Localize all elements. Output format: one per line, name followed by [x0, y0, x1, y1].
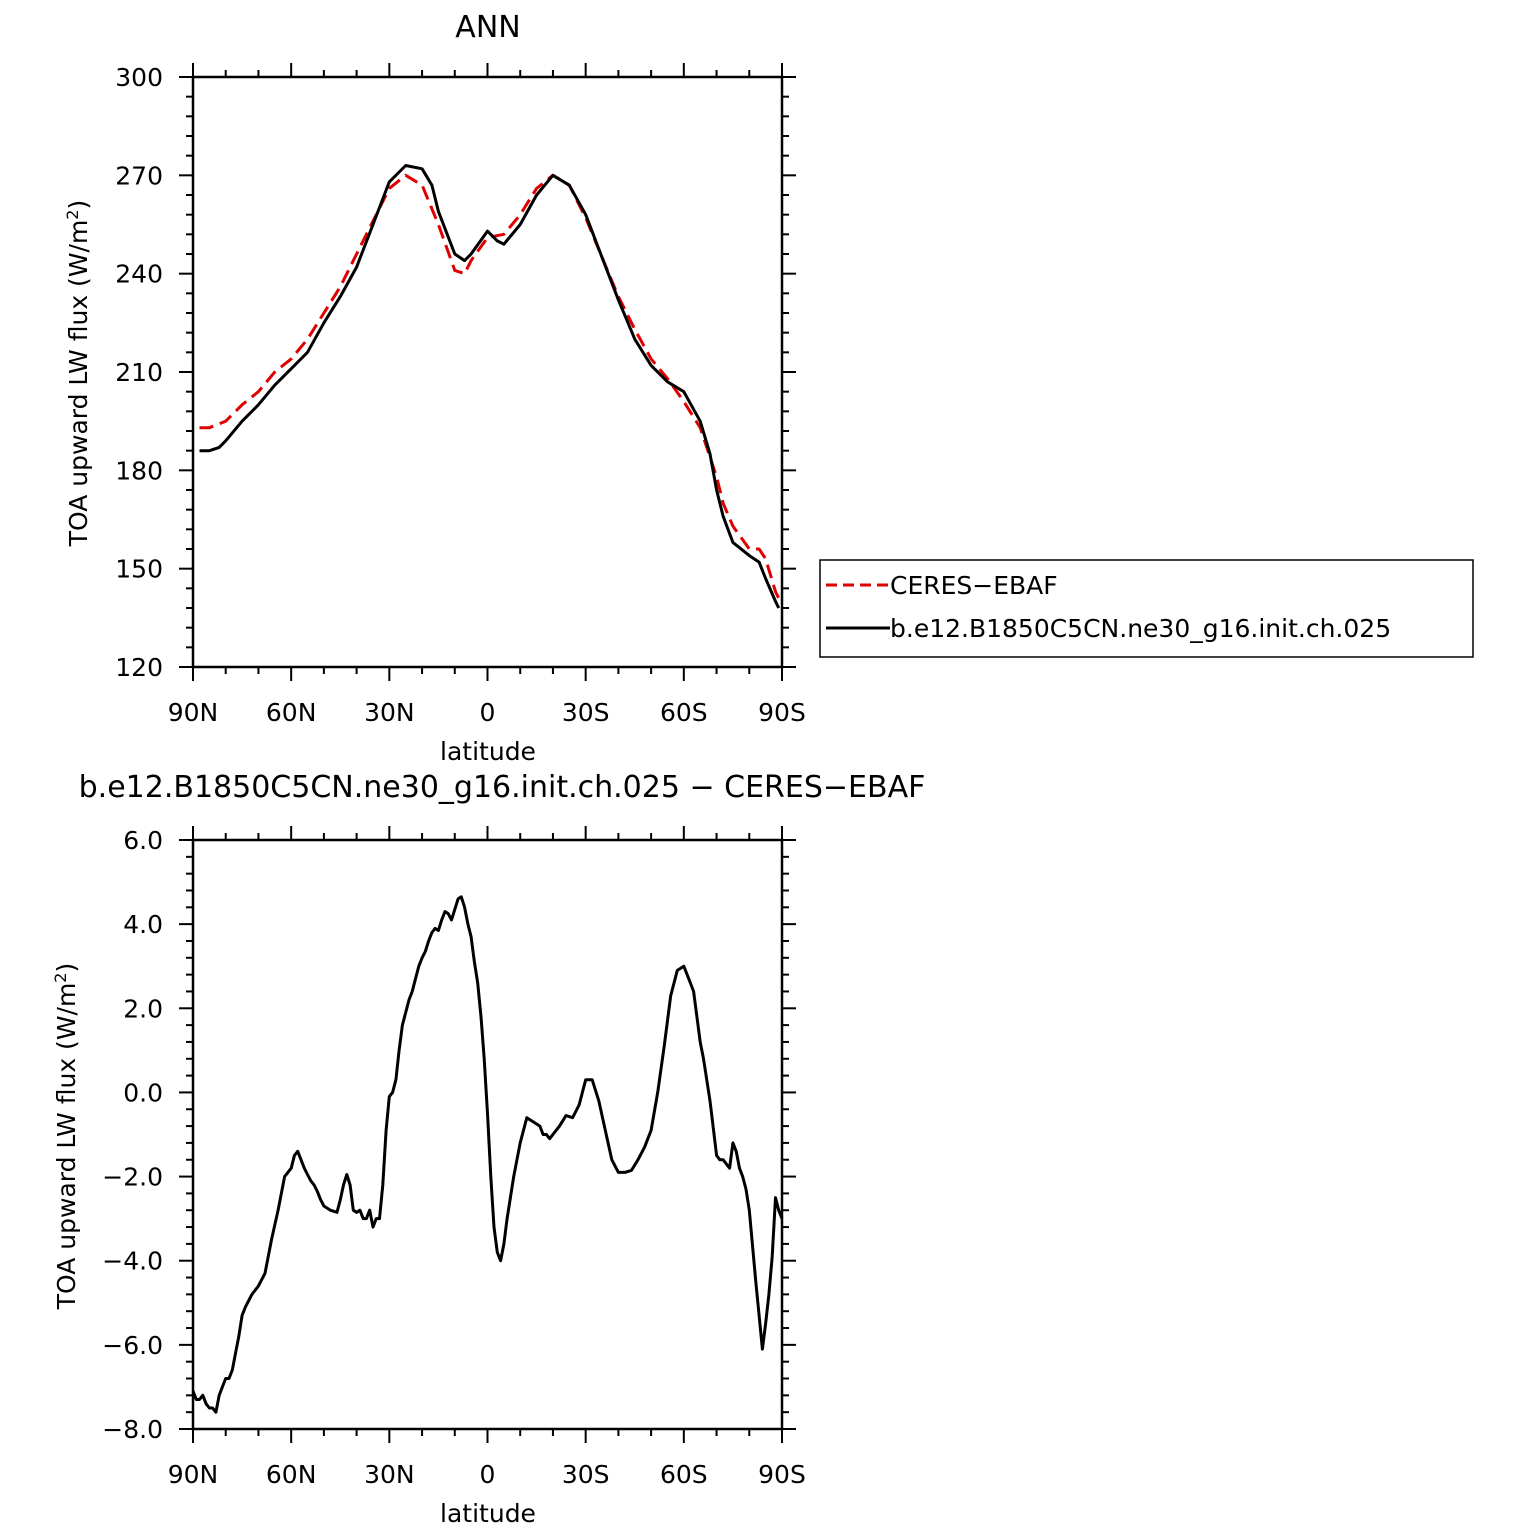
bottom-plot-area: 90N 60N 30N 0 30S 60S 90S −8.0 −6.0 −4.0 −2.0 0.0 2.…	[102, 826, 806, 1489]
p1-xtick-label: 0	[480, 1460, 496, 1489]
legend-label-ceres: CERES−EBAF	[890, 571, 1058, 600]
p1-xtick-label: 90N	[168, 1460, 219, 1489]
p0-xtick-label: 30S	[562, 698, 610, 727]
p1-ytick-label: 0.0	[123, 1078, 163, 1107]
p1-xtick-label: 60N	[266, 1460, 317, 1489]
top-plot-area: 90N 60N 30N 0 30S 60S 90S 120 150 180 210 240 270 300	[115, 63, 806, 727]
p0-ytick-label: 300	[115, 63, 163, 92]
p1-ytick-label: 4.0	[123, 910, 163, 939]
p1-xtick-label: 60S	[660, 1460, 708, 1489]
legend-label-model: b.e12.B1850C5CN.ne30_g16.init.ch.025	[890, 614, 1391, 643]
top-x-axis-label: latitude	[440, 737, 536, 766]
p0-xtick-label: 90S	[758, 698, 806, 727]
top-y-axis-label: TOA upward LW flux (W/m2)	[63, 200, 93, 548]
p0-xtick-label: 90N	[168, 698, 219, 727]
p0-ytick-label: 120	[115, 653, 163, 682]
p1-ytick-label: 6.0	[123, 826, 163, 855]
p1-ytick-label: −2.0	[102, 1163, 163, 1192]
bottom-chart-title: b.e12.B1850C5CN.ne30_g16.init.ch.025 − C…	[79, 770, 926, 805]
legend: CERES−EBAF b.e12.B1850C5CN.ne30_g16.init…	[819, 559, 1474, 658]
p0-xtick-label: 60S	[660, 698, 708, 727]
legend-box	[819, 559, 1474, 658]
p1-ytick-label: −6.0	[102, 1331, 163, 1360]
p1-xtick-label: 30N	[364, 1460, 415, 1489]
bottom-x-axis-label: latitude	[440, 1499, 536, 1528]
p0-xtick-label: 0	[480, 698, 496, 727]
p0-series-line-0	[199, 173, 781, 599]
p0-xtick-label: 30N	[364, 698, 415, 727]
p0-ytick-label: 180	[115, 456, 163, 485]
p1-xtick-label: 90S	[758, 1460, 806, 1489]
p0-ytick-label: 270	[115, 161, 163, 190]
top-chart-title: ANN	[455, 10, 520, 45]
p0-xtick-label: 60N	[266, 698, 317, 727]
p0-frame	[191, 75, 784, 669]
p1-ytick-label: −8.0	[102, 1415, 163, 1444]
p0-series-line-1	[199, 164, 781, 609]
p0-ytick-label: 240	[115, 260, 163, 289]
p0-ytick-label: 150	[115, 555, 163, 584]
p1-series-line-0	[191, 895, 784, 1414]
p1-xtick-label: 30S	[562, 1460, 610, 1489]
bottom-y-axis-label: TOA upward LW flux (W/m2)	[51, 963, 81, 1311]
p0-ytick-label: 210	[115, 358, 163, 387]
p1-ytick-label: −4.0	[102, 1247, 163, 1276]
p1-ytick-label: 2.0	[123, 994, 163, 1023]
